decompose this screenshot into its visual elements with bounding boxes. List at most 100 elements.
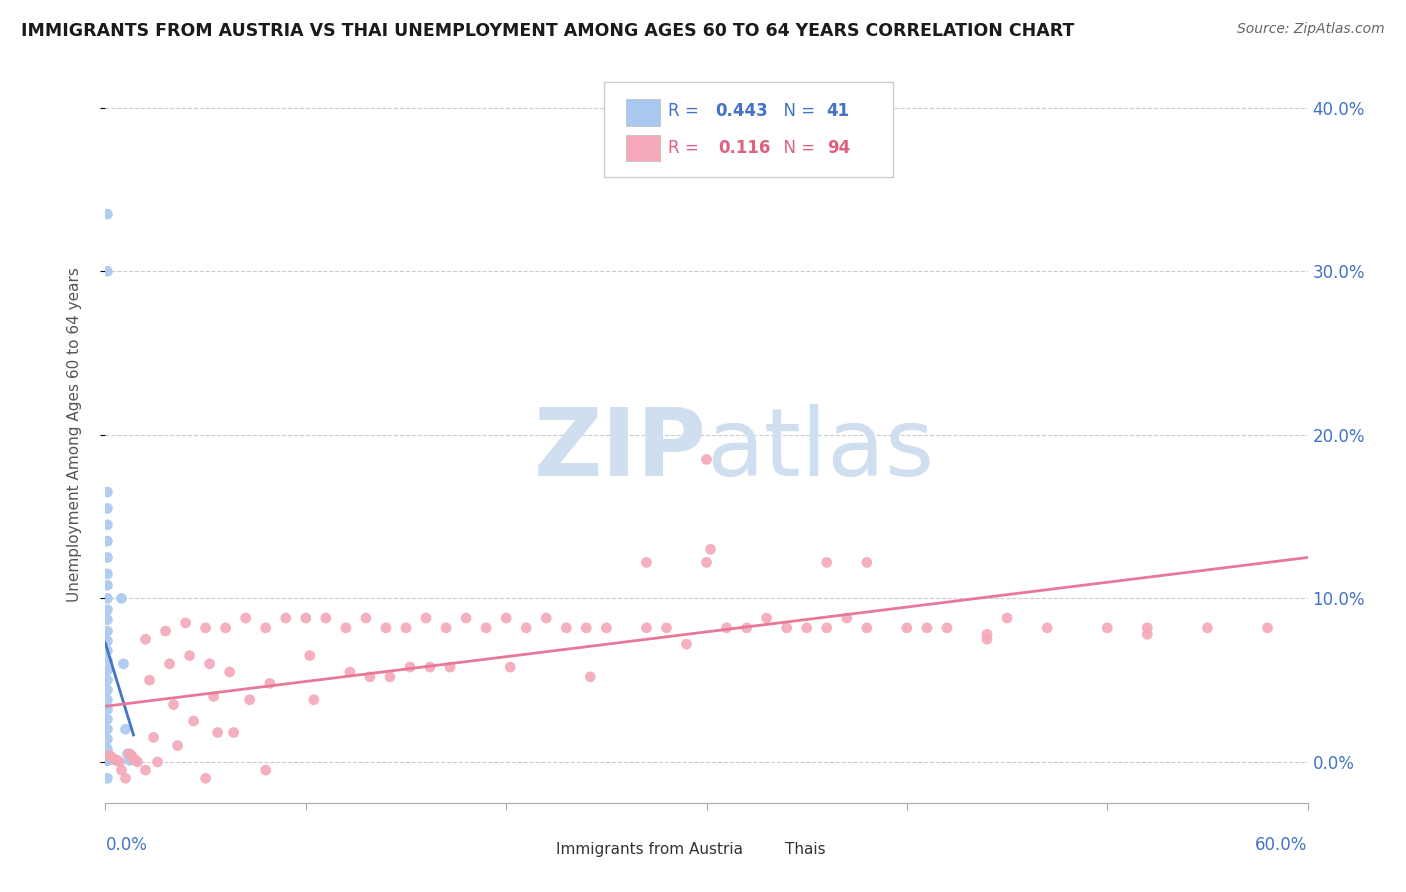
Point — [155, 624, 177, 639]
Point — [96, 517, 118, 532]
Point — [395, 621, 418, 635]
Text: atlas: atlas — [707, 403, 935, 496]
Point — [456, 611, 478, 625]
Point — [419, 660, 441, 674]
Point — [96, 633, 118, 648]
Point — [636, 555, 658, 569]
Point — [104, 753, 127, 767]
Point — [96, 653, 118, 667]
Point — [110, 763, 132, 777]
Point — [399, 660, 422, 674]
Point — [259, 676, 281, 690]
Point — [127, 755, 149, 769]
Text: Source: ZipAtlas.com: Source: ZipAtlas.com — [1237, 22, 1385, 37]
Point — [121, 748, 143, 763]
Point — [499, 660, 522, 674]
Point — [96, 731, 118, 746]
Point — [302, 692, 325, 706]
Point — [776, 621, 799, 635]
FancyBboxPatch shape — [626, 135, 659, 161]
Point — [118, 753, 141, 767]
Point — [135, 763, 157, 777]
Point — [194, 621, 217, 635]
Point — [96, 683, 118, 698]
Point — [96, 624, 118, 639]
Point — [96, 742, 118, 756]
Point — [536, 611, 558, 625]
Point — [135, 632, 157, 647]
Text: 0.116: 0.116 — [718, 139, 770, 157]
Point — [735, 621, 758, 635]
Point — [96, 591, 118, 606]
Point — [1257, 621, 1279, 635]
Point — [915, 621, 938, 635]
Point — [117, 747, 139, 761]
Point — [96, 485, 118, 500]
Point — [118, 747, 141, 761]
Point — [96, 644, 118, 658]
FancyBboxPatch shape — [605, 81, 893, 178]
Point — [96, 753, 118, 767]
Point — [439, 660, 461, 674]
Text: 41: 41 — [827, 102, 849, 120]
Point — [699, 542, 721, 557]
Point — [108, 755, 131, 769]
Point — [207, 725, 229, 739]
Point — [96, 501, 118, 516]
Point — [96, 753, 118, 767]
Point — [495, 611, 517, 625]
Point — [96, 748, 118, 763]
Point — [936, 621, 959, 635]
Point — [675, 637, 697, 651]
Point — [107, 753, 129, 767]
Point — [96, 613, 118, 627]
Point — [976, 627, 998, 641]
Point — [96, 753, 118, 767]
Point — [855, 555, 877, 569]
Text: 0.0%: 0.0% — [105, 836, 148, 854]
Text: ZIP: ZIP — [534, 403, 707, 496]
Point — [96, 264, 118, 278]
Point — [274, 611, 297, 625]
Text: R =: R = — [668, 139, 709, 157]
Point — [1136, 621, 1159, 635]
Point — [575, 621, 598, 635]
Text: IMMIGRANTS FROM AUSTRIA VS THAI UNEMPLOYMENT AMONG AGES 60 TO 64 YEARS CORRELATI: IMMIGRANTS FROM AUSTRIA VS THAI UNEMPLOY… — [21, 22, 1074, 40]
Point — [174, 615, 197, 630]
Point — [475, 621, 498, 635]
Point — [96, 207, 118, 221]
Point — [295, 611, 318, 625]
Point — [515, 621, 537, 635]
Point — [595, 621, 617, 635]
Point — [96, 703, 118, 717]
Point — [98, 748, 121, 763]
Point — [796, 621, 818, 635]
Point — [114, 723, 136, 737]
Point — [124, 753, 146, 767]
Point — [96, 578, 118, 592]
FancyBboxPatch shape — [520, 842, 550, 858]
Point — [96, 712, 118, 726]
Point — [434, 621, 457, 635]
Text: 94: 94 — [827, 139, 851, 157]
Text: N =: N = — [773, 102, 820, 120]
Point — [254, 763, 277, 777]
Point — [995, 611, 1018, 625]
Point — [138, 673, 160, 687]
Text: Immigrants from Austria: Immigrants from Austria — [557, 842, 744, 857]
Point — [716, 621, 738, 635]
Point — [166, 739, 188, 753]
Point — [162, 698, 184, 712]
Point — [235, 611, 257, 625]
Point — [159, 657, 181, 671]
Point — [96, 692, 118, 706]
Point — [239, 692, 262, 706]
Point — [354, 611, 377, 625]
Point — [110, 591, 132, 606]
Point — [96, 566, 118, 581]
Point — [254, 621, 277, 635]
Point — [96, 753, 118, 767]
Text: Thais: Thais — [785, 842, 825, 857]
Point — [815, 621, 838, 635]
Point — [655, 621, 678, 635]
